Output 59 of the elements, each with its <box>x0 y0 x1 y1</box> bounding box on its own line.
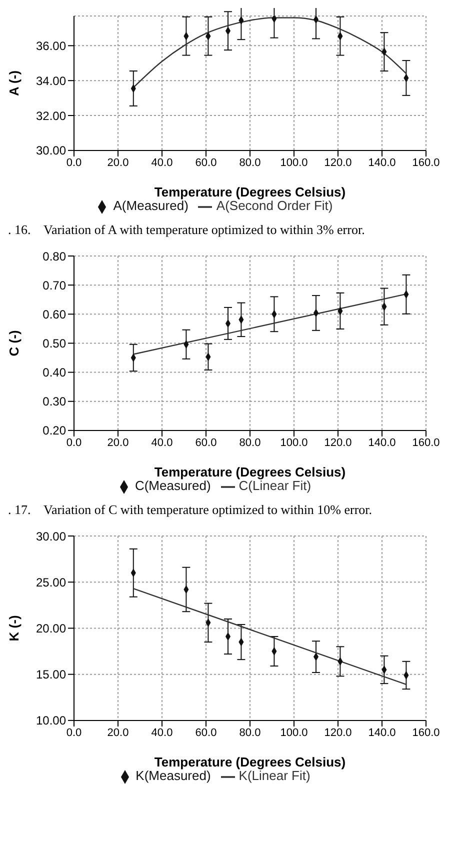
legend-label: A(Second Order Fit) <box>216 198 333 214</box>
y-tick-label: 30.00 <box>36 144 66 158</box>
point <box>272 16 277 23</box>
legend-label: C(Measured) <box>134 478 211 494</box>
y-axis-title: C (-) <box>6 330 22 356</box>
y-axis-title: A (-) <box>6 70 22 96</box>
x-tick-label: 140.0 <box>368 157 396 170</box>
x-tick-label: 160.0 <box>412 727 440 740</box>
legend-label: K(Measured) <box>136 768 211 784</box>
x-tick-label: 20.0 <box>107 437 129 450</box>
x-tick-label: 0.0 <box>66 157 82 170</box>
x-tick-label: 140.0 <box>368 437 396 450</box>
x-tick-label: 40.0 <box>151 157 173 170</box>
x-tick-label: 0.0 <box>66 437 82 450</box>
y-tick-label: 0.80 <box>42 249 66 264</box>
x-axis-title: Temperature (Degrees Celsius) <box>154 464 346 480</box>
text: . 17. Variation of C with temperature optimized to within 10% error. <box>8 502 374 518</box>
x-axis-title: Temperature (Degrees Celsius) <box>154 184 346 200</box>
y-tick-label: 30.00 <box>36 529 66 544</box>
y-tick-label: 15.00 <box>36 668 66 682</box>
y-tick-label: 20.00 <box>36 621 66 636</box>
x-tick-label: 20.0 <box>107 157 129 170</box>
y-tick-label: 0.20 <box>42 424 66 438</box>
x-tick-label: 60.0 <box>195 437 217 450</box>
y-tick-label: 0.70 <box>42 278 66 292</box>
x-tick-label: 100.0 <box>280 727 308 740</box>
y-tick-label: 0.60 <box>42 307 66 322</box>
legend-label: K(Linear Fit) <box>238 768 310 784</box>
y-tick-label: 32.00 <box>36 108 66 123</box>
x-tick-label: 100.0 <box>280 157 308 170</box>
y-tick-label: 0.40 <box>42 366 66 380</box>
x-tick-label: 140.0 <box>368 727 396 740</box>
y-tick-label: 0.50 <box>42 336 66 350</box>
x-tick-label: 40.0 <box>151 437 173 450</box>
x-tick-label: 0.0 <box>66 727 82 740</box>
text: . 16. Variation of A with temperature optimized to within 3% error. <box>8 222 366 238</box>
x-tick-label: 60.0 <box>195 727 217 740</box>
legend-label: A(Measured) <box>113 198 188 214</box>
point <box>313 16 319 24</box>
x-tick-label: 80.0 <box>239 727 261 740</box>
y-tick-label: 10.00 <box>36 714 66 728</box>
x-tick-label: 120.0 <box>324 157 352 170</box>
x-tick-label: 40.0 <box>151 727 173 740</box>
x-tick-label: 160.0 <box>412 157 440 170</box>
x-tick-label: 80.0 <box>239 157 261 170</box>
y-tick-label: 0.30 <box>42 394 66 409</box>
y-tick-label: 36.00 <box>36 38 66 53</box>
x-tick-label: 60.0 <box>195 157 217 170</box>
x-axis-title: Temperature (Degrees Celsius) <box>154 754 346 770</box>
y-axis-title: K (-) <box>6 615 22 642</box>
x-tick-label: 100.0 <box>280 437 308 450</box>
x-tick-label: 80.0 <box>239 437 261 450</box>
x-tick-label: 120.0 <box>324 727 352 740</box>
x-tick-label: 120.0 <box>324 437 352 450</box>
legend-label: C(Linear Fit) <box>238 478 312 494</box>
y-tick-label: 25.00 <box>36 575 66 590</box>
y-tick-label: 34.00 <box>36 74 66 88</box>
x-tick-label: 160.0 <box>412 437 440 450</box>
x-tick-label: 20.0 <box>107 727 129 740</box>
